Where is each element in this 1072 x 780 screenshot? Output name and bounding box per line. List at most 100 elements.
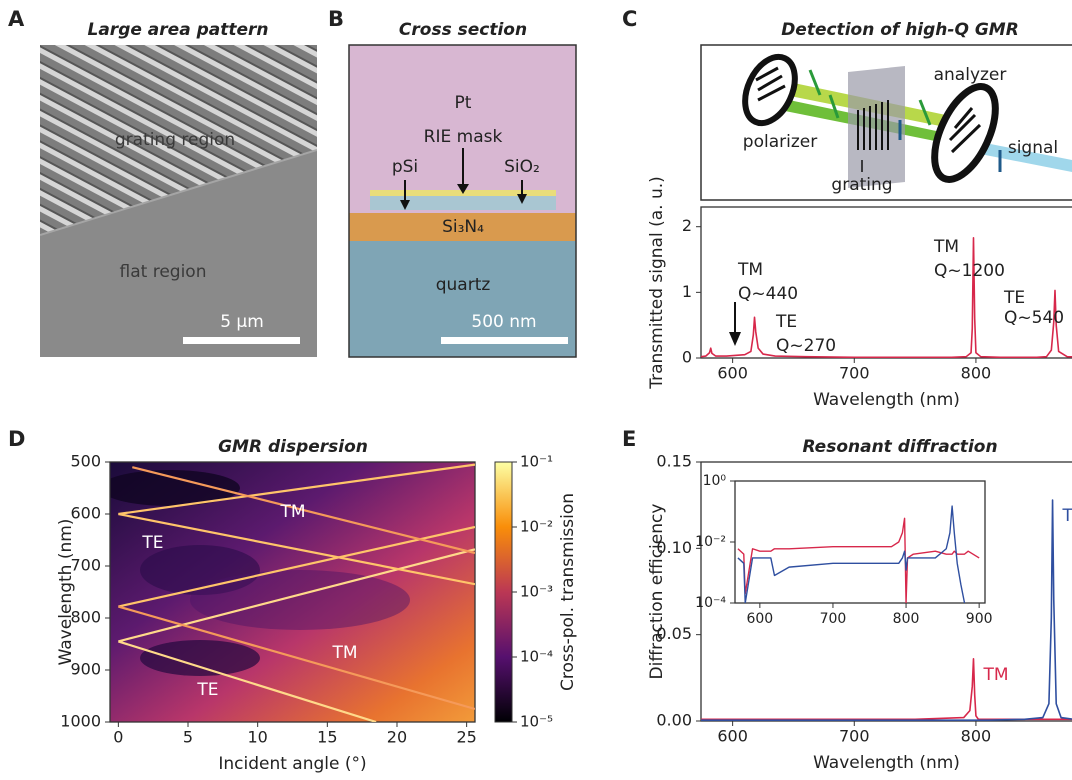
- diagram-label: polarizer: [743, 132, 817, 152]
- chart-title: Resonant diffraction: [802, 437, 997, 457]
- diagram-label: signal: [1008, 138, 1058, 158]
- mode-annotation: TM: [279, 502, 305, 522]
- layer-label: SiO₂: [504, 157, 540, 177]
- peak-annotation: TE: [1003, 288, 1025, 308]
- y-tick-label: 0: [682, 348, 692, 367]
- y-axis-label: Transmitted signal (a. u.): [647, 176, 667, 390]
- scale-bar-label: 500 nm: [471, 312, 536, 332]
- scale-bar-label: 5 µm: [220, 312, 264, 332]
- panel-letter: D: [8, 427, 25, 451]
- setup-diagram: [700, 44, 1072, 201]
- chart-title: GMR dispersion: [218, 437, 368, 457]
- data-line: [737, 505, 966, 603]
- mode-line: [118, 640, 377, 722]
- colorbar-label: Cross-pol. transmission: [558, 493, 578, 691]
- mode-line: [118, 463, 475, 516]
- mode-line: [118, 548, 475, 643]
- colorbar-tick-label: 10⁻¹: [520, 453, 553, 471]
- y-tick-label: 1000: [60, 712, 101, 731]
- panel-title: Large area pattern: [88, 20, 269, 40]
- panel-letter: E: [622, 427, 636, 451]
- y-axis-label: Diffraction efficiency: [647, 504, 667, 680]
- diagram-label: grating: [831, 175, 892, 195]
- mode-line: [118, 525, 475, 608]
- heatmap-image: [110, 462, 475, 722]
- x-tick-label: 800: [893, 611, 920, 627]
- x-tick-label: 700: [839, 727, 870, 746]
- plot-frame: [109, 461, 476, 723]
- scale-bar: [183, 337, 300, 344]
- peak-annotation: Q~540: [1004, 308, 1064, 328]
- colorbar: [494, 461, 513, 723]
- data-line: [701, 499, 1072, 721]
- colorbar-tick-label: 10⁻³: [520, 583, 553, 601]
- y-tick-label: 0.00: [656, 711, 692, 730]
- peak-annotation: TM: [737, 260, 763, 280]
- x-tick-label: 700: [820, 611, 847, 627]
- peak-annotation: TE: [775, 312, 797, 332]
- mode-line: [118, 512, 475, 586]
- x-tick-label: 20: [387, 728, 407, 747]
- series-label: TE: [1062, 506, 1072, 526]
- mode-annotation: TE: [196, 680, 218, 700]
- x-axis-label: Wavelength (nm): [813, 390, 960, 410]
- panel-letter: A: [8, 7, 25, 31]
- colorbar-tick-label: 10⁻⁵: [520, 713, 553, 731]
- inset-background: [735, 481, 985, 603]
- peak-annotation: Q~1200: [934, 261, 1005, 281]
- colorbar-tick-label: 10⁻²: [520, 518, 553, 536]
- data-line: [701, 237, 1072, 358]
- mode-line: [118, 605, 475, 711]
- diagram-label: analyzer: [934, 65, 1007, 85]
- scale-bar: [441, 337, 568, 344]
- x-tick-label: 15: [317, 728, 337, 747]
- x-tick-label: 10: [247, 728, 267, 747]
- x-tick-label: 900: [966, 611, 993, 627]
- layer-label: quartz: [436, 275, 491, 295]
- mode-line: [132, 466, 475, 555]
- y-tick-label: 700: [70, 556, 101, 575]
- y-tick-label: 0.05: [656, 624, 692, 643]
- image-label: flat region: [120, 262, 207, 282]
- panel-letter: C: [622, 7, 637, 31]
- y-tick-label: 10⁻⁴: [695, 595, 726, 611]
- panel-title: Detection of high-Q GMR: [781, 20, 1019, 40]
- mode-annotation: TM: [331, 643, 357, 663]
- x-tick-label: 600: [717, 364, 748, 383]
- x-tick-label: 0: [113, 728, 123, 747]
- x-axis-label: Wavelength (nm): [813, 753, 960, 773]
- layer-label: Si₃N₄: [442, 217, 484, 237]
- x-tick-label: 25: [456, 728, 476, 747]
- x-axis-label: Incident angle (°): [218, 754, 366, 774]
- mode-annotation: TE: [141, 533, 163, 553]
- plot-frame: [700, 461, 1072, 722]
- y-tick-label: 900: [70, 660, 101, 679]
- data-line: [701, 658, 1072, 721]
- image-label: grating region: [115, 130, 235, 150]
- y-tick-label: 10⁻²: [695, 534, 726, 550]
- colorbar-tick-label: 10⁻⁴: [520, 648, 553, 666]
- x-tick-label: 600: [746, 611, 773, 627]
- peak-annotation: TM: [933, 237, 959, 257]
- x-tick-label: 600: [717, 727, 748, 746]
- layer-label: RIE mask: [424, 127, 503, 147]
- y-tick-label: 0.15: [656, 452, 692, 471]
- x-tick-label: 800: [961, 364, 992, 383]
- y-tick-label: 800: [70, 608, 101, 627]
- layer-label: Pt: [455, 93, 472, 113]
- y-tick-label: 0.10: [656, 538, 692, 557]
- peak-annotation: Q~270: [776, 336, 836, 356]
- x-tick-label: 800: [961, 727, 992, 746]
- panel-title: Cross section: [399, 20, 527, 40]
- cross-section-image: [348, 44, 577, 358]
- y-tick-label: 600: [70, 504, 101, 523]
- sem-image: [40, 45, 317, 357]
- x-tick-label: 5: [183, 728, 193, 747]
- y-axis-label: Wavelength (nm): [56, 519, 76, 666]
- y-tick-label: 2: [682, 216, 692, 235]
- x-tick-label: 700: [839, 364, 870, 383]
- y-tick-label: 1: [682, 282, 692, 301]
- series-label: TM: [982, 665, 1008, 685]
- y-tick-label: 500: [70, 452, 101, 471]
